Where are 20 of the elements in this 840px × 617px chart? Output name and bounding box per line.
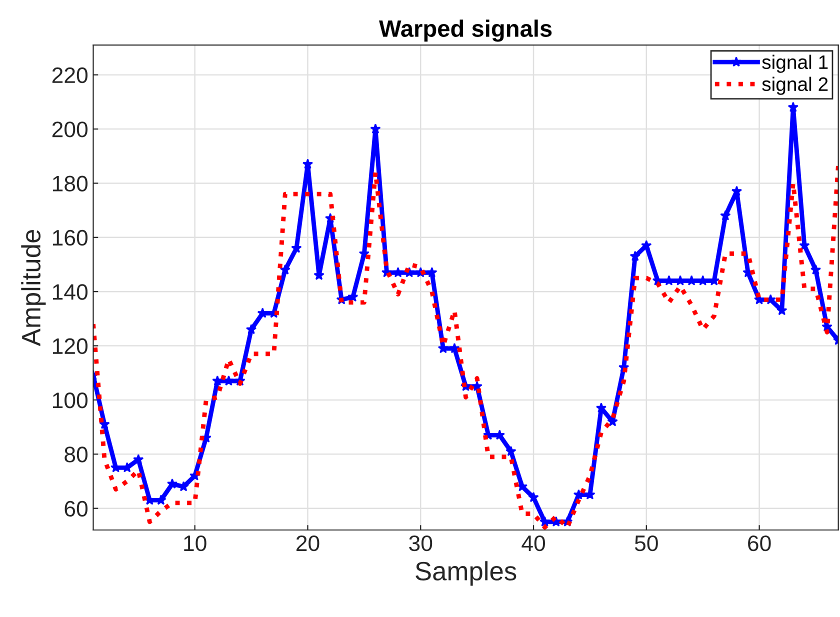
y-tick-label: 120: [53, 338, 88, 354]
y-tick-label: 180: [53, 176, 88, 192]
x-tick-label: 30: [409, 535, 432, 552]
y-tick-label: 200: [52, 122, 88, 138]
y-axis-title: Amplitude: [21, 230, 46, 346]
y-tick-label: 220: [52, 67, 88, 84]
x-axis-title: Samples: [416, 561, 516, 586]
x-tick-label: 20: [296, 535, 320, 552]
y-tick-label: 160: [53, 230, 88, 246]
legend-label: signal 2: [762, 76, 828, 95]
legend-label: signal 1: [762, 54, 828, 73]
x-tick-label: 60: [748, 535, 771, 552]
y-tick-label: 80: [64, 446, 88, 462]
x-tick-label: 10: [184, 535, 206, 552]
chart-title: Warped signals: [379, 20, 552, 42]
y-tick-label: 140: [53, 284, 88, 300]
x-tick-label: 50: [634, 535, 658, 552]
y-tick-label: 100: [53, 392, 88, 408]
x-tick-label: 40: [522, 535, 546, 552]
y-tick-label: 60: [64, 500, 88, 517]
